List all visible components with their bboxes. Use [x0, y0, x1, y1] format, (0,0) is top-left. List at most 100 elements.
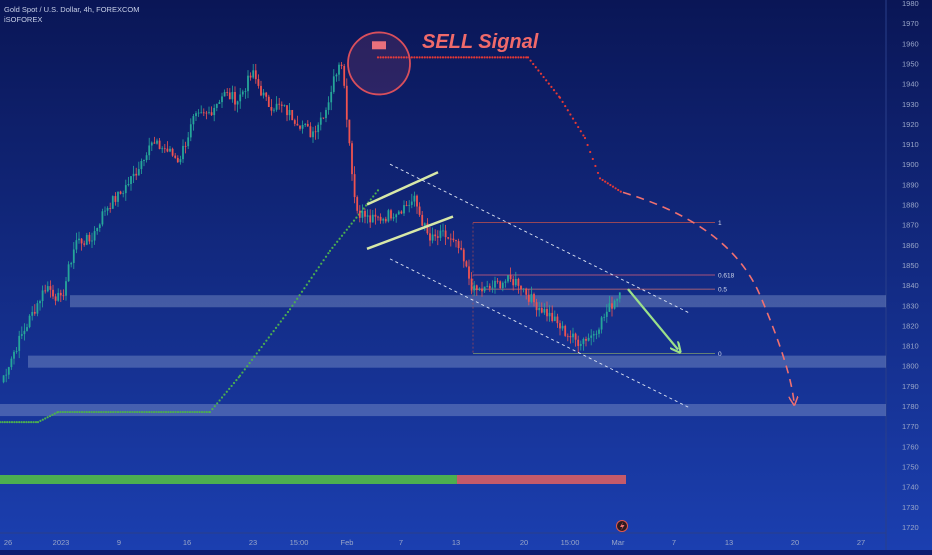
- candle-body: [156, 140, 158, 144]
- time-tick-label: 20: [791, 538, 799, 547]
- price-channel[interactable]: [366, 163, 691, 409]
- trailing-stop-dot: [32, 421, 35, 424]
- trailing-stop-dot: [248, 361, 251, 365]
- trailing-stop-dot: [145, 410, 148, 414]
- trailing-stop-dot: [480, 56, 484, 59]
- trailing-stop-dot: [267, 336, 270, 339]
- trailing-stop-dot: [483, 56, 486, 59]
- candle-body: [530, 294, 533, 302]
- trailing-stop-dot: [232, 381, 236, 385]
- projection-path[interactable]: [622, 191, 794, 402]
- time-tick-label: 16: [183, 538, 191, 547]
- candle-body: [195, 113, 197, 117]
- lightning-icon[interactable]: [616, 520, 628, 532]
- candle-body: [184, 145, 187, 147]
- trailing-stop-dot: [119, 410, 122, 414]
- price-axis[interactable]: 1980 1970 1960 1950 1940 1930 1920 1910 1900 1890…: [902, 0, 919, 532]
- candle-body: [478, 288, 481, 291]
- trailing-stop-dot: [598, 177, 602, 180]
- trailing-stop-dot: [152, 410, 156, 414]
- trailing-stop-dot: [519, 56, 523, 59]
- candle-body: [221, 96, 223, 103]
- trailing-stop-dot: [305, 283, 308, 286]
- candle-body: [358, 210, 361, 218]
- candle-body: [39, 301, 41, 304]
- trailing-stop-dot: [601, 178, 604, 182]
- candle-body: [140, 161, 143, 170]
- candle-body: [91, 240, 93, 242]
- trailing-stop-dot: [379, 56, 382, 59]
- candle-body: [579, 343, 582, 346]
- candle-body: [512, 279, 515, 286]
- candle-body: [122, 193, 125, 194]
- trailing-stop-dot: [20, 421, 23, 424]
- candle-body: [265, 92, 268, 97]
- trailing-stop-dot: [116, 410, 120, 414]
- trailing-stop-dot: [282, 317, 285, 320]
- candle-body: [208, 112, 210, 114]
- candle-body: [566, 335, 569, 337]
- trailing-stop-dot: [228, 387, 231, 390]
- candle-body: [486, 285, 489, 287]
- trailing-stop-dot: [186, 410, 189, 414]
- price-tick-label: 1830: [902, 301, 919, 310]
- trailing-stop-dot: [200, 410, 204, 414]
- trailing-stop-dot: [308, 280, 311, 283]
- candle-body: [421, 214, 424, 226]
- time-axis[interactable]: 26 2023 9 16 23 15:00 Feb 7 13 20 15:00 Mar 7 13 20 27: [4, 538, 865, 547]
- trailing-stop-dot: [286, 310, 290, 314]
- trailing-stop-dot: [140, 410, 144, 414]
- trailing-stop-dot: [121, 410, 124, 414]
- candle-body: [447, 237, 450, 239]
- trailing-stop-dot: [274, 326, 278, 329]
- candle-body: [223, 92, 226, 97]
- trailing-stop-dot: [506, 56, 510, 59]
- trailing-stop-dot: [491, 56, 494, 59]
- trailing-stop-dot: [53, 412, 56, 415]
- trailing-stop-dot: [179, 410, 182, 414]
- candle-body: [98, 224, 101, 229]
- candle-body: [169, 148, 171, 152]
- candle-body: [405, 205, 408, 206]
- support-zone: [0, 403, 886, 417]
- candle-body: [161, 148, 164, 150]
- candle-body: [618, 292, 621, 299]
- trailing-stop-dot: [68, 410, 72, 414]
- trailing-stop-dot: [389, 56, 393, 59]
- candle-body: [535, 302, 538, 311]
- candle-body: [527, 294, 530, 302]
- candle-body: [572, 333, 574, 338]
- candle-body: [197, 112, 200, 114]
- candle-body: [507, 275, 509, 282]
- fib-level-label: 0.618: [718, 273, 735, 280]
- trailing-stop-dot: [218, 399, 221, 402]
- trailing-stop-dot: [272, 329, 275, 333]
- trailing-stop-dot: [542, 75, 545, 79]
- trailing-stop-dot: [36, 421, 40, 424]
- trailing-stop-dot: [59, 410, 62, 414]
- price-tick-label: 1840: [902, 281, 919, 290]
- trailing-stop-dot: [617, 188, 620, 192]
- trailing-stop-dot: [136, 410, 139, 414]
- candle-body: [390, 210, 392, 219]
- trailing-stop-dot: [331, 246, 334, 249]
- trailing-stop-dot: [372, 195, 375, 198]
- trailing-stop-dot: [18, 421, 21, 424]
- trailing-stop-dot: [138, 410, 141, 414]
- trailing-stop-dot: [131, 410, 134, 414]
- candle-body: [262, 92, 265, 96]
- candle-body: [301, 125, 304, 129]
- trailing-stop-dot: [582, 134, 585, 137]
- trailing-stop-dot: [6, 421, 9, 424]
- candle-body: [283, 105, 286, 107]
- candle-body: [166, 148, 169, 152]
- candle-body: [444, 230, 447, 238]
- candle-body: [569, 336, 572, 338]
- trailing-stop-dot: [237, 376, 240, 379]
- trailing-stop-dot: [172, 410, 175, 414]
- sell-signal-marker[interactable]: [347, 31, 411, 96]
- trailing-stop-dot: [160, 410, 163, 414]
- price-tick-label: 1880: [902, 201, 919, 210]
- signal-circle: [347, 31, 411, 96]
